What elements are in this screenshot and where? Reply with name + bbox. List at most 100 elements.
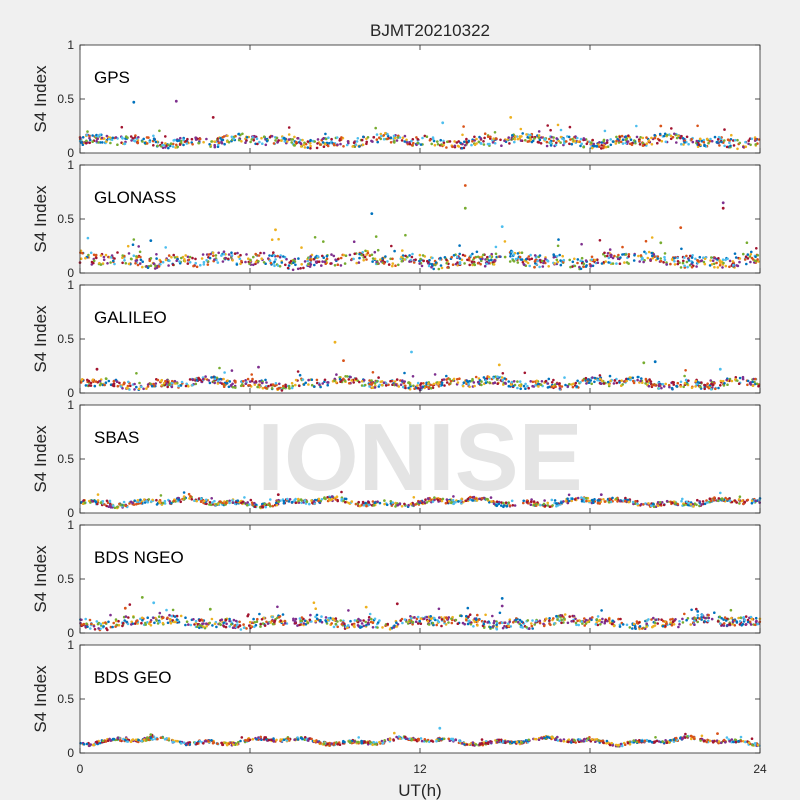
data-point (190, 498, 194, 501)
data-point (113, 257, 116, 260)
data-point (324, 619, 327, 622)
data-point (466, 258, 469, 262)
data-point (313, 236, 317, 239)
data-point (602, 146, 605, 150)
data-point (456, 622, 460, 625)
data-point (288, 498, 292, 501)
data-point (491, 625, 495, 628)
data-point (530, 140, 534, 144)
outlier-point (679, 226, 683, 230)
data-point (180, 256, 183, 260)
data-point (111, 625, 114, 629)
data-point (231, 626, 235, 629)
data-point (708, 139, 712, 143)
data-point (129, 135, 133, 138)
data-point (455, 255, 459, 259)
data-point (724, 619, 728, 622)
data-point (485, 262, 488, 266)
data-point (421, 254, 425, 257)
data-point (382, 262, 386, 265)
data-point (214, 254, 218, 257)
data-point (542, 261, 545, 265)
data-point (550, 381, 554, 384)
data-point (750, 137, 754, 141)
data-point (649, 380, 653, 383)
data-point (145, 136, 149, 139)
data-point (423, 617, 426, 620)
data-point (585, 382, 588, 385)
data-point (338, 377, 342, 381)
data-point (585, 496, 588, 500)
data-point (178, 260, 181, 263)
data-point (683, 264, 686, 268)
data-point (738, 141, 742, 145)
data-point (663, 252, 667, 255)
data-point (484, 381, 488, 385)
data-point (152, 262, 156, 265)
data-point (352, 141, 356, 144)
data-point (678, 623, 681, 626)
data-point (262, 135, 266, 138)
data-point (237, 132, 240, 136)
data-point (379, 258, 382, 261)
data-point (587, 499, 591, 503)
data-point (627, 253, 631, 256)
data-point (393, 249, 396, 253)
data-point (386, 260, 389, 263)
data-point (715, 140, 719, 144)
data-point (755, 382, 759, 386)
data-point (710, 139, 714, 143)
y-axis-label: S4 Index (31, 305, 50, 373)
data-point (222, 385, 226, 389)
data-point (615, 135, 618, 139)
data-point (364, 249, 367, 253)
data-point (492, 137, 495, 140)
data-point (256, 142, 259, 146)
data-point (689, 503, 693, 506)
data-point (558, 382, 561, 385)
data-point (286, 140, 289, 143)
data-point (282, 386, 285, 390)
data-point (198, 626, 201, 630)
data-point (269, 261, 273, 265)
data-point (170, 502, 173, 505)
data-point (669, 618, 672, 621)
data-point (603, 621, 606, 625)
data-point (133, 388, 136, 391)
data-point (159, 263, 162, 266)
data-point (122, 382, 126, 385)
data-point (445, 378, 448, 381)
data-point (236, 499, 240, 503)
data-point (599, 623, 602, 626)
data-point (528, 264, 531, 268)
data-point (703, 387, 706, 391)
data-point (298, 617, 302, 620)
data-point (710, 617, 714, 621)
data-point (516, 137, 520, 141)
data-point (465, 141, 469, 144)
data-point (719, 384, 722, 387)
data-point (519, 387, 522, 391)
data-point (259, 625, 262, 628)
data-point (346, 140, 350, 143)
y-tick-label: 0.5 (57, 332, 74, 346)
data-point (719, 379, 723, 383)
data-point (445, 146, 448, 149)
data-point (616, 257, 620, 261)
data-point (303, 260, 307, 263)
data-point (671, 501, 674, 505)
data-point (537, 130, 541, 133)
data-point (576, 136, 579, 140)
data-point (145, 499, 148, 503)
data-point (366, 251, 370, 255)
data-point (735, 620, 738, 623)
data-point (439, 138, 443, 142)
data-point (421, 136, 424, 140)
data-point (244, 379, 247, 382)
data-point (476, 380, 480, 384)
data-point (109, 256, 113, 259)
data-point (336, 143, 339, 146)
data-point (513, 140, 516, 144)
data-point (121, 261, 124, 265)
data-point (128, 603, 132, 606)
